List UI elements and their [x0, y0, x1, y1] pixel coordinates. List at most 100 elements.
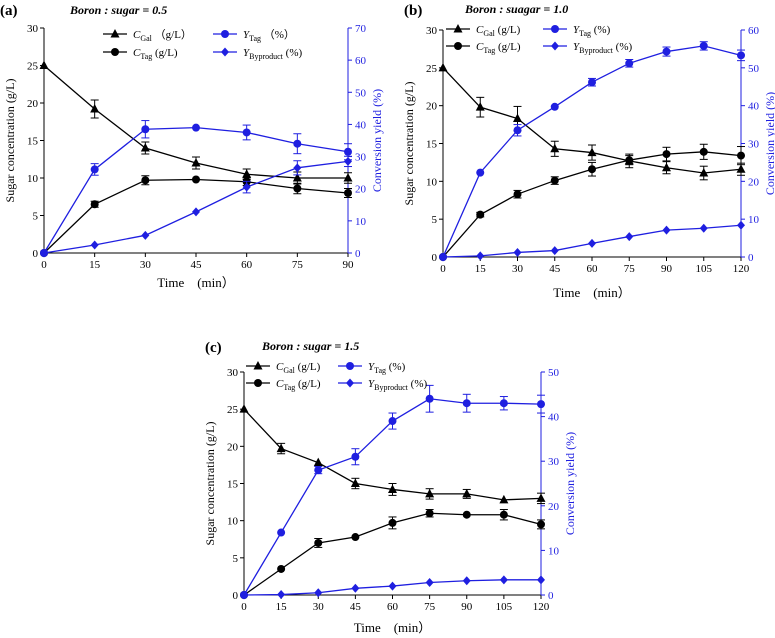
x-tick-label: 90	[343, 259, 355, 271]
y-tick-label: 20	[426, 101, 438, 113]
data-point	[699, 168, 709, 177]
y2-tick-label: 50	[748, 63, 760, 75]
y2-tick-label: 0	[748, 252, 754, 264]
y2-axis-label: Conversion yield (%)	[370, 89, 384, 192]
data-point	[699, 223, 708, 233]
y-axis-label: Sugar concentration (g/L)	[402, 82, 416, 206]
x-tick-label: 0	[440, 263, 446, 275]
legend-label: YTag (%)	[573, 24, 611, 38]
data-point	[662, 47, 671, 56]
y2-tick-label: 60	[355, 55, 367, 67]
data-point	[40, 248, 48, 258]
y-tick-label: 15	[227, 479, 239, 491]
data-point	[499, 510, 508, 519]
data-point	[242, 128, 251, 137]
legend-label: YTag (%)	[368, 361, 406, 375]
data-point	[90, 165, 99, 174]
x-tick-label: 120	[533, 601, 550, 613]
data-point	[425, 394, 434, 403]
data-point	[344, 189, 352, 197]
y2-tick-label: 30	[748, 139, 760, 151]
series-y-byproduct	[240, 575, 545, 600]
x-tick-label: 30	[140, 259, 152, 271]
data-point	[293, 139, 302, 148]
data-point	[550, 102, 559, 111]
y2-tick-label: 30	[355, 152, 367, 164]
data-point	[242, 169, 252, 178]
y2-tick-label: 10	[548, 545, 560, 557]
data-point	[699, 41, 708, 50]
data-point	[140, 143, 150, 152]
data-point	[462, 488, 472, 498]
data-point	[192, 207, 200, 217]
x-tick-label: 30	[313, 601, 325, 613]
panel-label: (a)	[0, 3, 18, 19]
data-point	[662, 225, 671, 235]
data-point	[90, 200, 99, 209]
legend-marker-diamond	[221, 47, 229, 57]
data-point	[314, 538, 323, 547]
panel-label: (c)	[205, 340, 222, 356]
data-point	[737, 151, 745, 160]
data-point	[293, 163, 302, 173]
data-point	[344, 156, 352, 166]
y-tick-label: 30	[426, 25, 438, 37]
y-tick-label: 30	[27, 23, 39, 35]
data-point	[438, 62, 448, 72]
data-point	[277, 528, 286, 537]
y-tick-label: 0	[33, 248, 39, 260]
data-point	[499, 399, 508, 408]
data-point	[537, 400, 545, 409]
y2-tick-label: 60	[748, 25, 760, 37]
y-tick-label: 5	[432, 214, 438, 226]
data-point	[242, 182, 251, 192]
y-tick-label: 20	[227, 441, 239, 453]
chart-panel-b: (b) Boron : suagar = 1.00 15 30 45 60 75 90 105 1…	[402, 2, 775, 300]
data-point	[425, 488, 435, 498]
data-point	[737, 220, 745, 230]
legend-label: YByproduct (%)	[368, 378, 427, 392]
y-tick-label: 0	[432, 252, 438, 264]
data-point	[191, 158, 201, 167]
legend: CGal （g/L） CTag (g/L) YTag （%） YByproduct (…	[103, 28, 302, 61]
data-point	[350, 478, 360, 487]
x-tick-label: 60	[387, 601, 399, 613]
y-tick-label: 10	[227, 516, 239, 528]
y2-tick-label: 0	[355, 248, 361, 260]
data-point	[388, 581, 397, 591]
y2-tick-label: 50	[355, 87, 367, 99]
x-axis-label: Time (min）	[157, 275, 235, 290]
y-tick-label: 15	[426, 139, 438, 151]
data-point	[314, 466, 323, 475]
data-point	[662, 162, 671, 172]
legend-label: YTag （%）	[243, 28, 295, 43]
x-tick-label: 60	[241, 259, 253, 271]
series-c-gal	[239, 404, 546, 505]
data-point	[39, 60, 49, 69]
y-tick-label: 10	[426, 176, 438, 188]
legend-marker-triangle	[110, 29, 120, 38]
data-point	[462, 399, 471, 408]
data-point	[536, 493, 546, 502]
x-tick-label: 45	[191, 259, 203, 271]
data-point	[550, 143, 560, 153]
data-point	[513, 247, 522, 257]
legend-marker-diamond	[551, 41, 559, 51]
legend-label: CTag (g/L)	[276, 378, 321, 392]
x-tick-label: 45	[350, 601, 362, 613]
legend: CGal (g/L) CTag (g/L) YTag (%) YByproduct (…	[446, 24, 632, 55]
data-point	[588, 78, 596, 87]
chart-panel-a: (a) Boron : sugar = 0.50 15 30 45 60 75 9005101…	[0, 3, 384, 290]
data-point	[588, 165, 596, 174]
x-tick-label: 105	[496, 601, 513, 613]
data-point	[388, 417, 397, 426]
legend-label: YByproduct (%)	[243, 47, 302, 61]
data-point	[625, 156, 634, 165]
data-point	[476, 168, 485, 177]
x-tick-label: 45	[549, 263, 561, 275]
data-point	[537, 520, 545, 529]
data-point	[550, 176, 559, 185]
y-tick-label: 5	[233, 553, 239, 565]
y2-tick-label: 20	[548, 501, 560, 513]
